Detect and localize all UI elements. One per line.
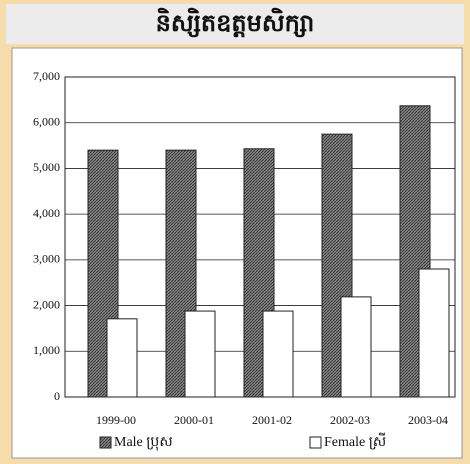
y-tick-label: 6,000 xyxy=(33,114,60,128)
bar xyxy=(262,310,294,398)
x-tick-label: 1999-00 xyxy=(96,413,136,427)
bar xyxy=(87,149,119,398)
title-bar xyxy=(6,4,464,44)
legend-swatch xyxy=(309,436,322,449)
bar xyxy=(418,268,450,398)
x-tick-label: 2002-03 xyxy=(330,413,370,427)
legend-swatch xyxy=(99,436,112,449)
y-tick-label: 1,000 xyxy=(33,343,60,357)
chart-area xyxy=(11,47,463,459)
x-tick-label: 2000-01 xyxy=(174,413,214,427)
x-tick-label: 2001-02 xyxy=(252,413,292,427)
legend-label: Female ស្រី xyxy=(324,432,386,450)
y-tick-label: 4,000 xyxy=(33,206,60,220)
x-tick-label: 2003-04 xyxy=(408,413,448,427)
y-tick-label: 0 xyxy=(54,389,60,403)
y-tick-label: 7,000 xyxy=(33,69,60,83)
legend-label: Male ប្រុស xyxy=(114,435,173,451)
chart-title: និស្សិតឧត្តមសិក្សា xyxy=(156,7,315,38)
bar xyxy=(340,296,372,398)
y-tick-label: 3,000 xyxy=(33,252,60,266)
bar xyxy=(106,318,138,398)
y-tick-label: 2,000 xyxy=(33,297,60,311)
y-tick-label: 5,000 xyxy=(33,160,60,174)
bar xyxy=(184,310,216,398)
